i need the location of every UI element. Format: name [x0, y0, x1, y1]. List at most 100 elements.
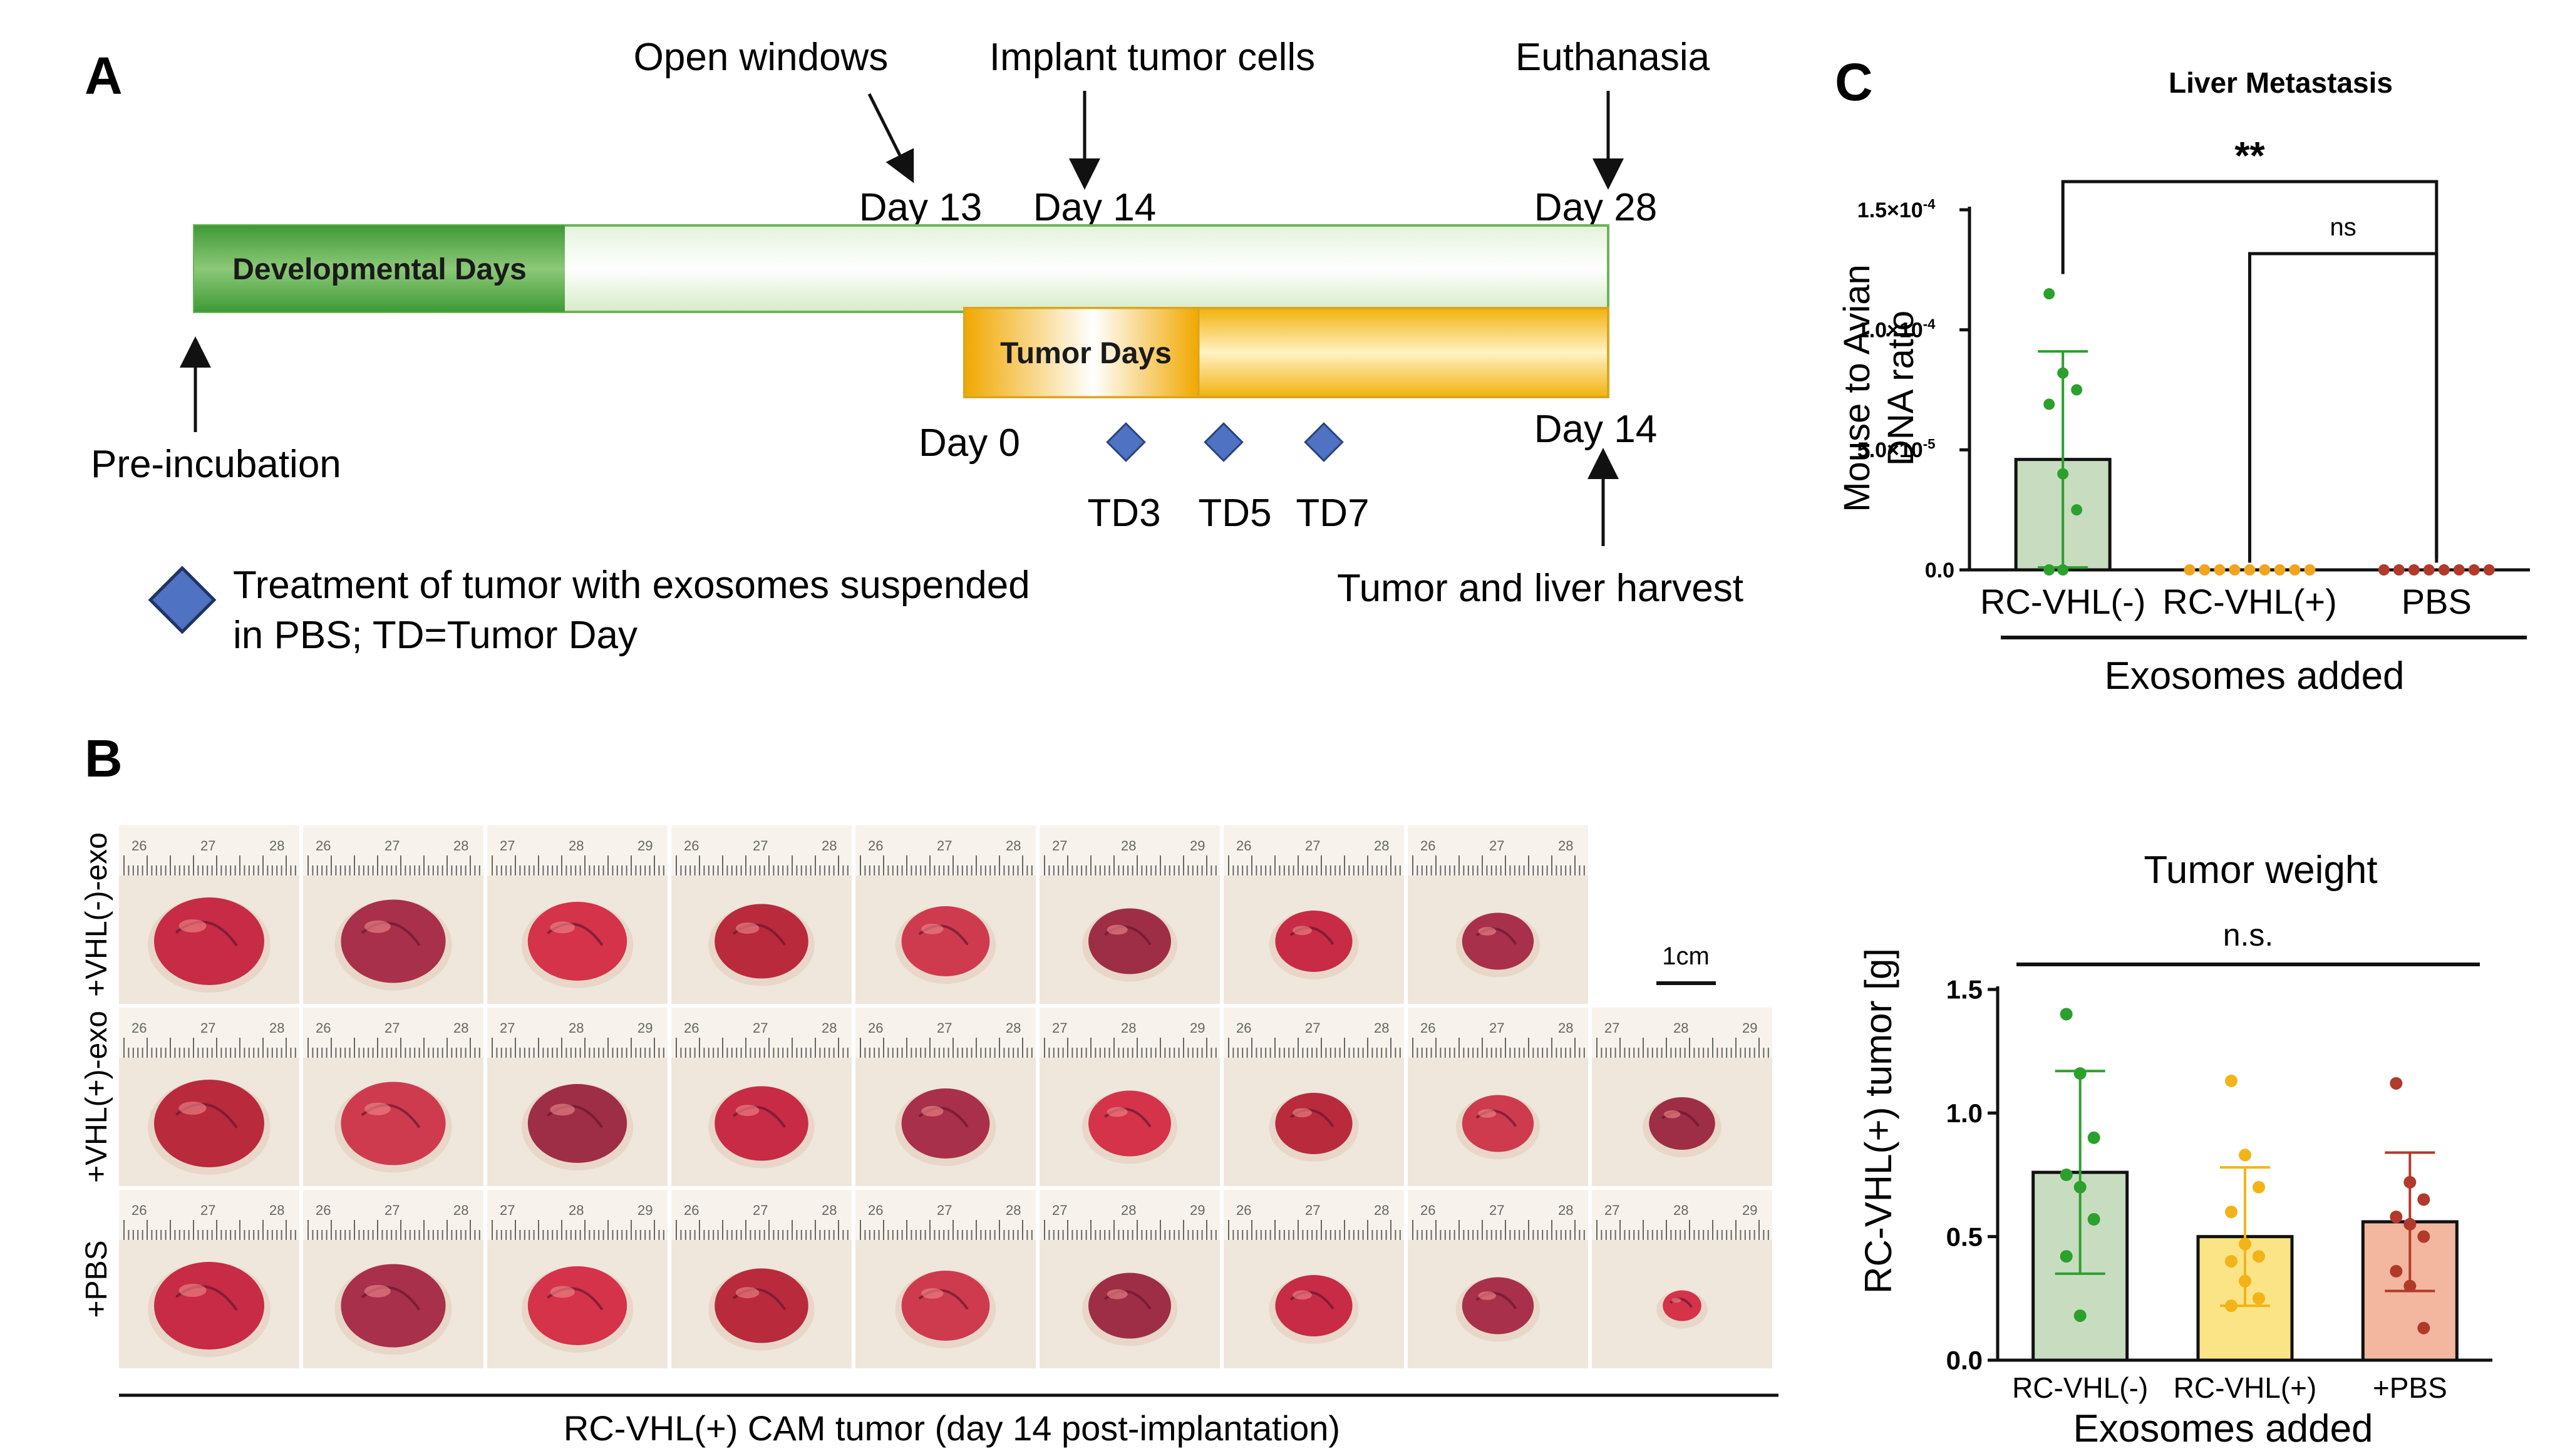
svg-text:28: 28 [269, 1020, 284, 1036]
svg-text:27: 27 [500, 838, 515, 854]
svg-text:27: 27 [1305, 838, 1320, 854]
tumor-photo: 27 28 29 [487, 825, 668, 1004]
svg-text:28: 28 [1121, 1202, 1136, 1218]
y-tick-label: 1.0 [1946, 1098, 1983, 1128]
data-point [2073, 1309, 2087, 1322]
open-windows-label: Open windows [634, 36, 889, 79]
data-point [2403, 1217, 2417, 1231]
svg-text:29: 29 [637, 1020, 653, 1036]
treatment-label: TD3 [1087, 492, 1160, 535]
data-point [2408, 564, 2420, 576]
data-point [2289, 564, 2301, 576]
row-label: +PBS [80, 1240, 113, 1318]
legend-line2: in PBS; TD=Tumor Day [233, 614, 637, 657]
svg-text:28: 28 [269, 838, 284, 854]
data-point [2087, 1213, 2100, 1226]
svg-text:26: 26 [1236, 1202, 1251, 1218]
svg-text:28: 28 [1374, 1202, 1389, 1218]
svg-text:28: 28 [822, 1202, 837, 1218]
treatment-diamond [1106, 422, 1146, 462]
data-point [2417, 1321, 2430, 1335]
svg-text:28: 28 [1006, 1202, 1021, 1218]
tumor-photo: 26 27 28 [119, 825, 299, 1004]
svg-text:27: 27 [500, 1202, 515, 1218]
tumor-photo: 27 28 29 [1040, 1190, 1220, 1368]
data-point [2417, 1230, 2430, 1243]
tumor-photo: 27 28 29 [1040, 1008, 1220, 1186]
svg-text:27: 27 [753, 838, 768, 854]
data-point [2417, 1193, 2430, 1206]
data-point [2253, 1180, 2265, 1194]
svg-text:28: 28 [1558, 838, 1573, 854]
chart-title: Liver Metastasis [2169, 66, 2393, 99]
panel-a: A Open windows Implant tumor cells Eutha… [0, 0, 1816, 701]
day14-label: Day 14 [1033, 186, 1156, 229]
svg-text:27: 27 [937, 1202, 952, 1218]
timeline-diagram: A Open windows Implant tumor cells Eutha… [85, 36, 1743, 657]
svg-text:27: 27 [385, 1202, 400, 1218]
svg-text:26: 26 [684, 1202, 699, 1218]
data-point [2071, 504, 2083, 516]
svg-text:28: 28 [1558, 1202, 1573, 1218]
data-point [2060, 1008, 2073, 1021]
data-point [2057, 367, 2069, 379]
tumor-photo: 26 27 28 [671, 825, 852, 1004]
day13-label: Day 13 [859, 186, 982, 229]
data-point [2468, 564, 2480, 576]
svg-text:28: 28 [453, 838, 468, 854]
svg-text:28: 28 [453, 1202, 468, 1218]
y-tick-label: 1.5 [1946, 975, 1983, 1004]
svg-text:28: 28 [1673, 1202, 1688, 1218]
svg-text:26: 26 [1236, 1020, 1251, 1036]
data-point [2403, 1279, 2417, 1293]
tumor-photo: 27 28 29 [487, 1008, 668, 1186]
tumor-photo: 26 27 28 [119, 1008, 299, 1186]
tumor-bar-label-box [963, 307, 1200, 398]
tumor-photo: 26 27 28 [855, 825, 1036, 1004]
tumor-photo: 26 27 28 [303, 1190, 483, 1368]
data-point [2225, 1206, 2238, 1219]
data-point [2390, 1264, 2403, 1278]
svg-text:28: 28 [822, 838, 837, 854]
x-tick-label: RC-VHL(+) [2162, 582, 2336, 621]
tumor-photo: 26 27 28 [855, 1008, 1036, 1186]
svg-text:27: 27 [385, 838, 400, 854]
tumor-photo: 26 27 28 [671, 1190, 852, 1368]
panel-b-caption: RC-VHL(+) CAM tumor (day 14 post-implant… [564, 1408, 1340, 1448]
tumor-weight-chart: Tumor weight RC-VHL(+) tumor [g] 0.0 0.5 1… [1857, 849, 2492, 1450]
svg-text:27: 27 [1052, 838, 1067, 854]
svg-text:27: 27 [500, 1020, 515, 1036]
tumor-photo-grid: B +VHL(-)-exo+VHL(+)-exo+PBS 26 27 28 26 27 2… [80, 729, 1778, 1448]
svg-text:27: 27 [200, 1020, 215, 1036]
svg-text:27: 27 [200, 838, 215, 854]
data-point [2253, 1250, 2265, 1263]
svg-text:27: 27 [1489, 1020, 1504, 1036]
tumor-photo: 26 27 28 [1224, 1190, 1404, 1368]
svg-text:28: 28 [1006, 838, 1021, 854]
tumor-photo: 27 28 29 [1040, 825, 1220, 1004]
svg-text:26: 26 [684, 1020, 699, 1036]
data-point [2060, 1169, 2073, 1181]
svg-text:27: 27 [1305, 1020, 1320, 1036]
tumor-photo: 26 27 28 [303, 825, 483, 1004]
significance-label: ** [2234, 135, 2265, 178]
svg-text:29: 29 [1190, 1020, 1205, 1036]
svg-text:26: 26 [316, 838, 331, 854]
tumor-photo: 26 27 28 [1224, 825, 1404, 1004]
tumor-photo: 26 27 28 [1408, 1190, 1588, 1368]
y-axis-label: DNA ratio [1881, 311, 1921, 466]
svg-text:27: 27 [1052, 1202, 1067, 1218]
day14b-label: Day 14 [1534, 408, 1657, 451]
treatment-label: TD5 [1198, 492, 1271, 535]
x-tick-label: RC-VHL(-) [2012, 1371, 2148, 1404]
data-point [2239, 1237, 2251, 1251]
svg-text:26: 26 [132, 1202, 147, 1218]
implant-label: Implant tumor cells [989, 36, 1315, 79]
data-point [2393, 564, 2405, 576]
svg-text:26: 26 [1420, 838, 1435, 854]
data-point [2043, 398, 2055, 410]
row-label: +VHL(+)-exo [80, 1011, 113, 1183]
data-point [2057, 564, 2069, 576]
tumor-photo: 26 27 28 [1408, 825, 1588, 1004]
euthanasia-label: Euthanasia [1515, 36, 1710, 79]
